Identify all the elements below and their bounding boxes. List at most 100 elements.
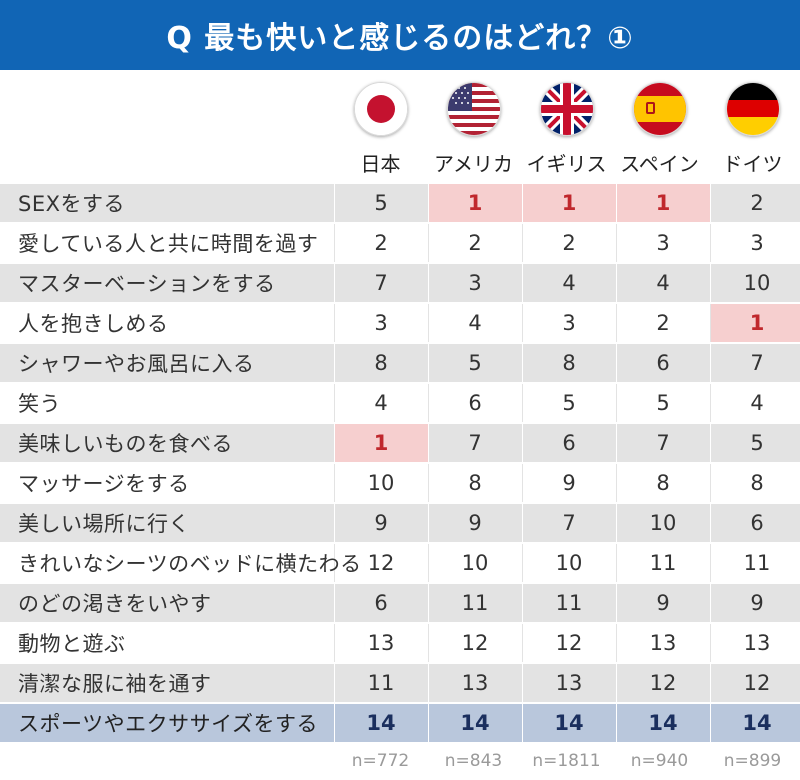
- rank-cell: 3: [521, 303, 616, 344]
- rank-cell-last: 14: [615, 703, 710, 744]
- rank-cell: 3: [427, 263, 522, 304]
- rank-cell: 9: [709, 583, 800, 624]
- table-row: 笑う 4 6 5 5 4: [0, 383, 800, 424]
- rank-cell: 2: [615, 303, 710, 344]
- rank-cell-top: 1: [521, 184, 616, 224]
- country-header: 日本 アメリカ: [0, 70, 800, 184]
- rank-cell: 8: [709, 463, 800, 504]
- rank-cell: 10: [615, 503, 710, 544]
- rank-cell: 2: [521, 223, 616, 264]
- usa-flag-icon: [446, 82, 501, 136]
- japan-flag-icon: [353, 82, 408, 136]
- sample-size-germany: n=899: [723, 751, 782, 771]
- activity-label: 人を抱きしめる: [0, 303, 334, 344]
- uk-flag-icon: [539, 82, 594, 136]
- country-column-japan: 日本: [334, 82, 427, 177]
- rank-cell: 7: [427, 423, 522, 464]
- activity-label: 笑う: [0, 383, 334, 424]
- rank-cell: 7: [615, 423, 710, 464]
- rank-cell: 11: [709, 543, 800, 584]
- activity-label: 美味しいものを食べる: [0, 423, 334, 464]
- rank-cell: 9: [615, 583, 710, 624]
- rank-cell: 8: [521, 343, 616, 384]
- rank-cell: 5: [521, 383, 616, 424]
- table-row: 清潔な服に袖を通す 11 13 13 12 12: [0, 663, 800, 704]
- rank-cell: 4: [427, 303, 522, 344]
- table-row: シャワーやお風呂に入る 8 5 8 6 7: [0, 343, 800, 384]
- rank-cell: 8: [427, 463, 522, 504]
- table-row: 美しい場所に行く 9 9 7 10 6: [0, 503, 800, 544]
- table-row-last-rank: スポーツやエクササイズをする 14 14 14 14 14: [0, 703, 800, 744]
- rank-cell: 7: [521, 503, 616, 544]
- rank-cell: 12: [333, 543, 428, 584]
- rank-cell: 7: [709, 343, 800, 384]
- table-row: のどの渇きをいやす 6 11 11 9 9: [0, 583, 800, 624]
- country-name: ドイツ: [722, 152, 783, 176]
- rank-cell: 13: [709, 623, 800, 664]
- activity-label: 愛している人と共に時間を過す: [0, 223, 334, 264]
- country-name: イギリス: [526, 152, 607, 176]
- sample-size-spain: n=940: [630, 751, 689, 771]
- rank-cell: 6: [427, 383, 522, 424]
- rank-cell: 3: [709, 223, 800, 264]
- country-name: 日本: [360, 152, 401, 176]
- table-row: きれいなシーツのベッドに横たわる 12 10 10 11 11: [0, 543, 800, 584]
- rank-cell: 5: [333, 184, 428, 224]
- rank-cell: 12: [521, 623, 616, 664]
- activity-label: スポーツやエクササイズをする: [0, 703, 334, 744]
- rank-cell: 4: [521, 263, 616, 304]
- rank-cell: 5: [709, 423, 800, 464]
- rank-cell: 7: [333, 263, 428, 304]
- activity-label: 動物と遊ぶ: [0, 623, 334, 664]
- rank-cell: 9: [333, 503, 428, 544]
- table-row: マスターベーションをする 7 3 4 4 10: [0, 263, 800, 304]
- country-column-usa: アメリカ: [427, 82, 520, 177]
- country-name: スペイン: [620, 152, 699, 176]
- rank-cell-top: 1: [615, 184, 710, 224]
- sample-size-usa: n=843: [444, 751, 503, 771]
- ranking-table: SEXをする 5 1 1 1 2 愛している人と共に時間を過す 2 2 2 3 …: [0, 184, 800, 744]
- table-row: 愛している人と共に時間を過す 2 2 2 3 3: [0, 223, 800, 264]
- activity-label: シャワーやお風呂に入る: [0, 343, 334, 384]
- rank-cell: 6: [333, 583, 428, 624]
- rank-cell: 3: [615, 223, 710, 264]
- sample-size-japan: n=772: [351, 751, 410, 771]
- rank-cell: 5: [427, 343, 522, 384]
- activity-label: マスターベーションをする: [0, 263, 334, 304]
- table-row: マッサージをする 10 8 9 8 8: [0, 463, 800, 504]
- rank-cell: 2: [427, 223, 522, 264]
- rank-cell-last: 14: [333, 703, 428, 744]
- rank-cell-top: 1: [333, 423, 428, 464]
- activity-label: きれいなシーツのベッドに横たわる: [0, 543, 361, 584]
- activity-label: 清潔な服に袖を通す: [0, 663, 334, 704]
- activity-label: マッサージをする: [0, 463, 334, 504]
- rank-cell: 8: [333, 343, 428, 384]
- rank-cell: 12: [427, 623, 522, 664]
- spain-flag-icon: [632, 82, 687, 136]
- rank-cell-last: 14: [521, 703, 616, 744]
- rank-cell: 9: [427, 503, 522, 544]
- country-column-spain: スペイン: [613, 82, 706, 177]
- rank-cell: 4: [709, 383, 800, 424]
- activity-label: SEXをする: [0, 184, 334, 224]
- table-row: SEXをする 5 1 1 1 2: [0, 184, 800, 224]
- rank-cell: 13: [615, 623, 710, 664]
- country-name: アメリカ: [434, 152, 513, 176]
- rank-cell: 13: [521, 663, 616, 704]
- page-title: Q 最も快いと感じるのはどれ？①: [0, 0, 800, 70]
- germany-flag-icon: [725, 82, 780, 136]
- rank-cell: 11: [521, 583, 616, 624]
- rank-cell: 13: [333, 623, 428, 664]
- rank-cell: 13: [427, 663, 522, 704]
- sample-size-uk: n=1811: [532, 751, 601, 771]
- table-row: 人を抱きしめる 3 4 3 2 1: [0, 303, 800, 344]
- rank-cell: 4: [333, 383, 428, 424]
- country-column-germany: ドイツ: [706, 82, 799, 177]
- country-column-uk: イギリス: [520, 82, 613, 177]
- rank-cell-top: 1: [427, 184, 522, 224]
- rank-cell: 2: [709, 184, 800, 224]
- rank-cell: 3: [333, 303, 428, 344]
- table-row: 動物と遊ぶ 13 12 12 13 13: [0, 623, 800, 664]
- rank-cell: 4: [615, 263, 710, 304]
- rank-cell: 10: [709, 263, 800, 304]
